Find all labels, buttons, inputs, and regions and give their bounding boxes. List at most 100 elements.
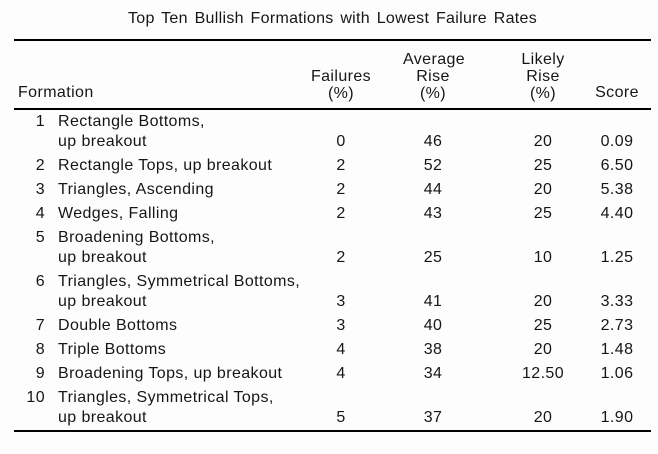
average-rise-value: 44 xyxy=(423,181,443,198)
likely-rise-value: 20 xyxy=(533,293,553,310)
average-rise-value: 41 xyxy=(423,293,443,310)
rank-cell: 7 xyxy=(35,317,45,334)
failures-value: 2 xyxy=(336,205,346,222)
formation-name-line1: Triangles, Symmetrical Tops, xyxy=(58,389,274,406)
score-value: 1.48 xyxy=(600,341,634,358)
table-row: 10 Triangles, Symmetrical Tops, up break… xyxy=(14,386,651,430)
formation-name-line1: Rectangle Bottoms, xyxy=(58,113,205,130)
formation-name-line1: Broadening Bottoms, xyxy=(58,229,216,246)
rank-cell: 10 xyxy=(26,389,45,406)
header-failures: Failures (%) xyxy=(279,41,403,110)
failures-value: 2 xyxy=(336,249,346,266)
formation-cell: Triangles, Symmetrical Tops, up breakout xyxy=(47,386,279,430)
likely-rise-value: 12.50 xyxy=(521,365,565,382)
formation-cell: Rectangle Bottoms, up breakout xyxy=(47,109,279,154)
failures-value: 4 xyxy=(336,365,346,382)
score-value: 1.25 xyxy=(600,249,634,266)
formation-cell: Wedges, Falling xyxy=(47,202,279,226)
table-row: 7 Double Bottoms 3 40 25 2.73 xyxy=(14,314,651,338)
header-failures-line1: Failures xyxy=(310,68,372,85)
failures-value: 4 xyxy=(336,341,346,358)
page: Top Ten Bullish Formations with Lowest F… xyxy=(0,10,658,454)
table-row: 9 Broadening Tops, up breakout 4 34 12.5… xyxy=(14,362,651,386)
rank-cell: 2 xyxy=(35,157,45,174)
average-rise-value: 34 xyxy=(423,365,443,382)
likely-rise-value: 10 xyxy=(533,249,553,266)
score-value: 1.06 xyxy=(600,365,634,382)
formation-cell: Triple Bottoms xyxy=(47,338,279,362)
score-value: 2.73 xyxy=(600,317,634,334)
table-row: 2 Rectangle Tops, up breakout 2 52 25 6.… xyxy=(14,154,651,178)
score-value: 5.38 xyxy=(600,181,634,198)
formation-name-line1: Broadening Tops, up breakout xyxy=(58,365,283,382)
formation-name-line1: Triangles, Symmetrical Bottoms, xyxy=(58,273,301,290)
header-likely-rise-line3: (%) xyxy=(529,85,557,102)
formation-name-line1: Rectangle Tops, up breakout xyxy=(58,157,273,174)
likely-rise-value: 20 xyxy=(533,409,553,426)
average-rise-value: 38 xyxy=(423,341,443,358)
average-rise-value: 46 xyxy=(423,133,443,150)
formation-name-line2: up breakout xyxy=(58,249,147,266)
table-row: 6 Triangles, Symmetrical Bottoms, up bre… xyxy=(14,270,651,314)
formation-name-line2: up breakout xyxy=(58,293,147,310)
formation-cell: Triangles, Ascending xyxy=(47,178,279,202)
header-average-rise: Average Rise (%) xyxy=(403,41,466,110)
average-rise-value: 43 xyxy=(423,205,443,222)
formation-name-line2: up breakout xyxy=(58,133,147,150)
formation-cell: Broadening Bottoms, up breakout xyxy=(47,226,279,270)
average-rise-value: 37 xyxy=(423,409,443,426)
table-row: 3 Triangles, Ascending 2 44 20 5.38 xyxy=(14,178,651,202)
table-row: 1 Rectangle Bottoms, up breakout 0 46 20… xyxy=(14,109,651,154)
likely-rise-value: 25 xyxy=(533,157,553,174)
rank-cell: 8 xyxy=(35,341,45,358)
score-value: 3.33 xyxy=(600,293,634,310)
rank-cell: 4 xyxy=(35,205,45,222)
header-formation: Formation xyxy=(14,41,279,110)
formation-cell: Double Bottoms xyxy=(47,314,279,338)
header-likely-rise: Likely Rise (%) xyxy=(463,41,583,110)
score-value: 4.40 xyxy=(600,205,634,222)
header-average-rise-line3: (%) xyxy=(419,85,447,102)
header-likely-rise-line2: Rise xyxy=(526,68,560,85)
header-failures-line2: (%) xyxy=(327,85,355,102)
formation-cell: Triangles, Symmetrical Bottoms, up break… xyxy=(47,270,301,314)
likely-rise-value: 20 xyxy=(533,341,553,358)
header-score: Score xyxy=(583,41,651,110)
rank-cell: 3 xyxy=(35,181,45,198)
table-title: Top Ten Bullish Formations with Lowest F… xyxy=(127,10,538,27)
failures-value: 3 xyxy=(336,293,346,310)
header-average-rise-line1: Average xyxy=(403,51,466,68)
table-header-row: Formation Failures (%) Average Rise (%) … xyxy=(14,41,651,110)
formations-table: Formation Failures (%) Average Rise (%) … xyxy=(14,39,651,432)
score-value: 1.90 xyxy=(600,409,634,426)
failures-value: 5 xyxy=(336,409,346,426)
likely-rise-value: 20 xyxy=(533,181,553,198)
failures-value: 2 xyxy=(336,157,346,174)
score-value: 6.50 xyxy=(600,157,634,174)
failures-value: 0 xyxy=(336,133,346,150)
failures-value: 3 xyxy=(336,317,346,334)
rank-cell: 5 xyxy=(35,229,45,246)
formation-cell: Broadening Tops, up breakout xyxy=(47,362,283,386)
formation-name-line1: Double Bottoms xyxy=(58,317,178,334)
header-likely-rise-line1: Likely xyxy=(521,51,565,68)
header-average-rise-line2: Rise xyxy=(416,68,450,85)
average-rise-value: 52 xyxy=(423,157,443,174)
likely-rise-value: 20 xyxy=(533,133,553,150)
formation-name-line1: Wedges, Falling xyxy=(58,205,179,222)
formation-name-line1: Triangles, Ascending xyxy=(58,181,214,198)
likely-rise-value: 25 xyxy=(533,205,553,222)
average-rise-value: 25 xyxy=(423,249,443,266)
formation-name-line1: Triple Bottoms xyxy=(58,341,167,358)
table-row: 5 Broadening Bottoms, up breakout 2 25 1… xyxy=(14,226,651,270)
average-rise-value: 40 xyxy=(423,317,443,334)
failures-value: 2 xyxy=(336,181,346,198)
table-row: 4 Wedges, Falling 2 43 25 4.40 xyxy=(14,202,651,226)
score-value: 0.09 xyxy=(600,133,634,150)
rank-cell: 1 xyxy=(35,113,45,130)
formation-name-line2: up breakout xyxy=(58,409,147,426)
rank-cell: 9 xyxy=(35,365,45,382)
likely-rise-value: 25 xyxy=(533,317,553,334)
data-table: Formation Failures (%) Average Rise (%) … xyxy=(14,41,651,430)
table-row: 8 Triple Bottoms 4 38 20 1.48 xyxy=(14,338,651,362)
